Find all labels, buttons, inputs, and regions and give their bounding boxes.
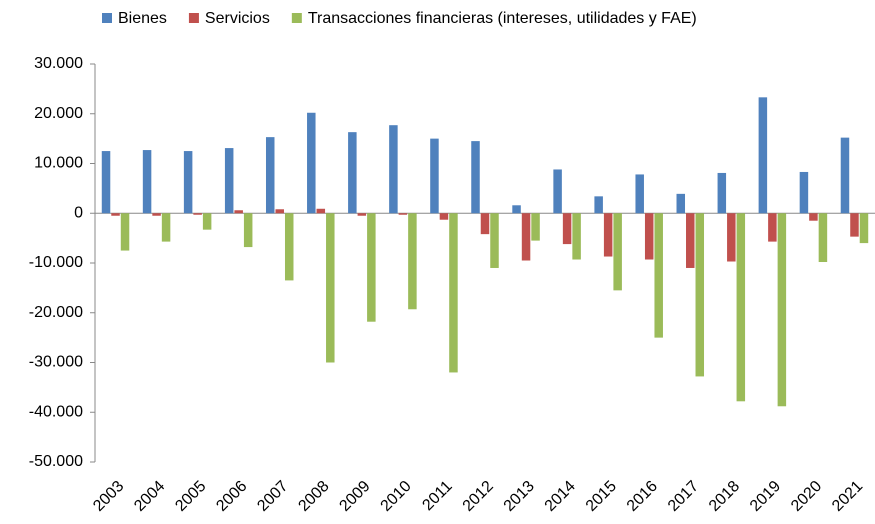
bar: [490, 213, 499, 268]
y-tick-label: -50.000: [29, 453, 83, 470]
bar: [430, 138, 439, 214]
bar: [408, 213, 417, 310]
legend-swatch: [291, 13, 302, 23]
x-tick-label: 2013: [501, 478, 538, 515]
bar: [101, 151, 111, 214]
bar: [521, 213, 531, 261]
bar: [449, 213, 458, 373]
bar: [686, 213, 695, 268]
y-tick-label: 0: [74, 204, 83, 221]
bar: [439, 213, 449, 220]
bar: [531, 213, 540, 241]
legend-label: Servicios: [205, 10, 270, 27]
y-tick-label: 10.000: [34, 155, 83, 172]
x-tick-label: 2010: [378, 478, 415, 515]
bar: [553, 169, 562, 214]
y-tick-label: 20.000: [34, 105, 83, 122]
x-tick-label: 2006: [213, 478, 250, 515]
x-tick-label: 2019: [747, 478, 784, 515]
bar: [768, 213, 777, 242]
x-tick-label: 2020: [788, 478, 825, 515]
bar: [676, 193, 686, 214]
bar: [809, 213, 818, 221]
bar: [736, 213, 746, 402]
bar: [120, 213, 130, 251]
y-tick-label: -40.000: [29, 403, 83, 420]
legend-swatch: [102, 13, 112, 23]
bar: [777, 213, 787, 407]
bar: [654, 213, 663, 338]
bar: [594, 196, 603, 214]
x-tick-label: 2021: [829, 478, 866, 515]
bar: [161, 213, 171, 242]
bar: [572, 213, 581, 260]
legend-label: Bienes: [118, 10, 167, 27]
bar: [859, 213, 869, 244]
x-tick-label: 2014: [542, 478, 579, 515]
bar: [799, 171, 809, 214]
bar: [635, 174, 644, 214]
bar: [480, 213, 490, 235]
y-tick-label: -30.000: [29, 354, 83, 371]
x-tick-label: 2007: [254, 478, 291, 515]
bar: [202, 213, 212, 230]
y-tick-label: -20.000: [29, 304, 83, 321]
bar: [275, 209, 284, 214]
bar: [644, 213, 654, 260]
x-tick-label: 2012: [460, 478, 497, 515]
bar: [613, 213, 622, 291]
bar: [603, 213, 613, 257]
bar: [316, 208, 326, 214]
legend-label: Transacciones financieras (intereses, ut…: [308, 10, 697, 27]
bar: [471, 141, 480, 214]
x-tick-label: 2018: [706, 478, 743, 515]
bar: [717, 172, 727, 214]
bar: [389, 125, 398, 214]
bar: [818, 213, 828, 263]
x-tick-label: 2017: [665, 478, 702, 515]
bar: [840, 137, 850, 214]
x-tick-label: 2004: [131, 478, 168, 515]
bar: [307, 112, 316, 214]
bar: [234, 210, 243, 214]
bar: [152, 213, 161, 216]
bar: [850, 213, 859, 237]
bar: [512, 205, 521, 214]
bar: [348, 132, 357, 214]
x-tick-label: 2003: [90, 478, 127, 515]
bar: [367, 213, 376, 322]
y-tick-label: 30.000: [34, 55, 83, 72]
bar: [357, 213, 367, 216]
legend-swatch: [188, 13, 199, 23]
bar: [243, 213, 253, 248]
bar: [727, 213, 736, 262]
x-tick-label: 2008: [295, 478, 332, 515]
bar: [398, 213, 408, 215]
bar: [562, 213, 572, 245]
bar: [284, 213, 294, 281]
bar: [224, 148, 234, 214]
bar: [142, 150, 152, 214]
x-tick-label: 2009: [336, 478, 373, 515]
bar: [265, 137, 275, 214]
bar: [193, 213, 202, 215]
x-tick-label: 2005: [172, 478, 209, 515]
x-tick-label: 2016: [624, 478, 661, 515]
y-tick-label: -10.000: [29, 254, 83, 271]
bar: [695, 213, 705, 377]
bar: [326, 213, 335, 363]
bar: [183, 151, 193, 214]
bar: [758, 97, 768, 214]
x-tick-label: 2015: [583, 478, 620, 515]
bar: [111, 213, 120, 216]
x-tick-label: 2011: [419, 478, 455, 514]
